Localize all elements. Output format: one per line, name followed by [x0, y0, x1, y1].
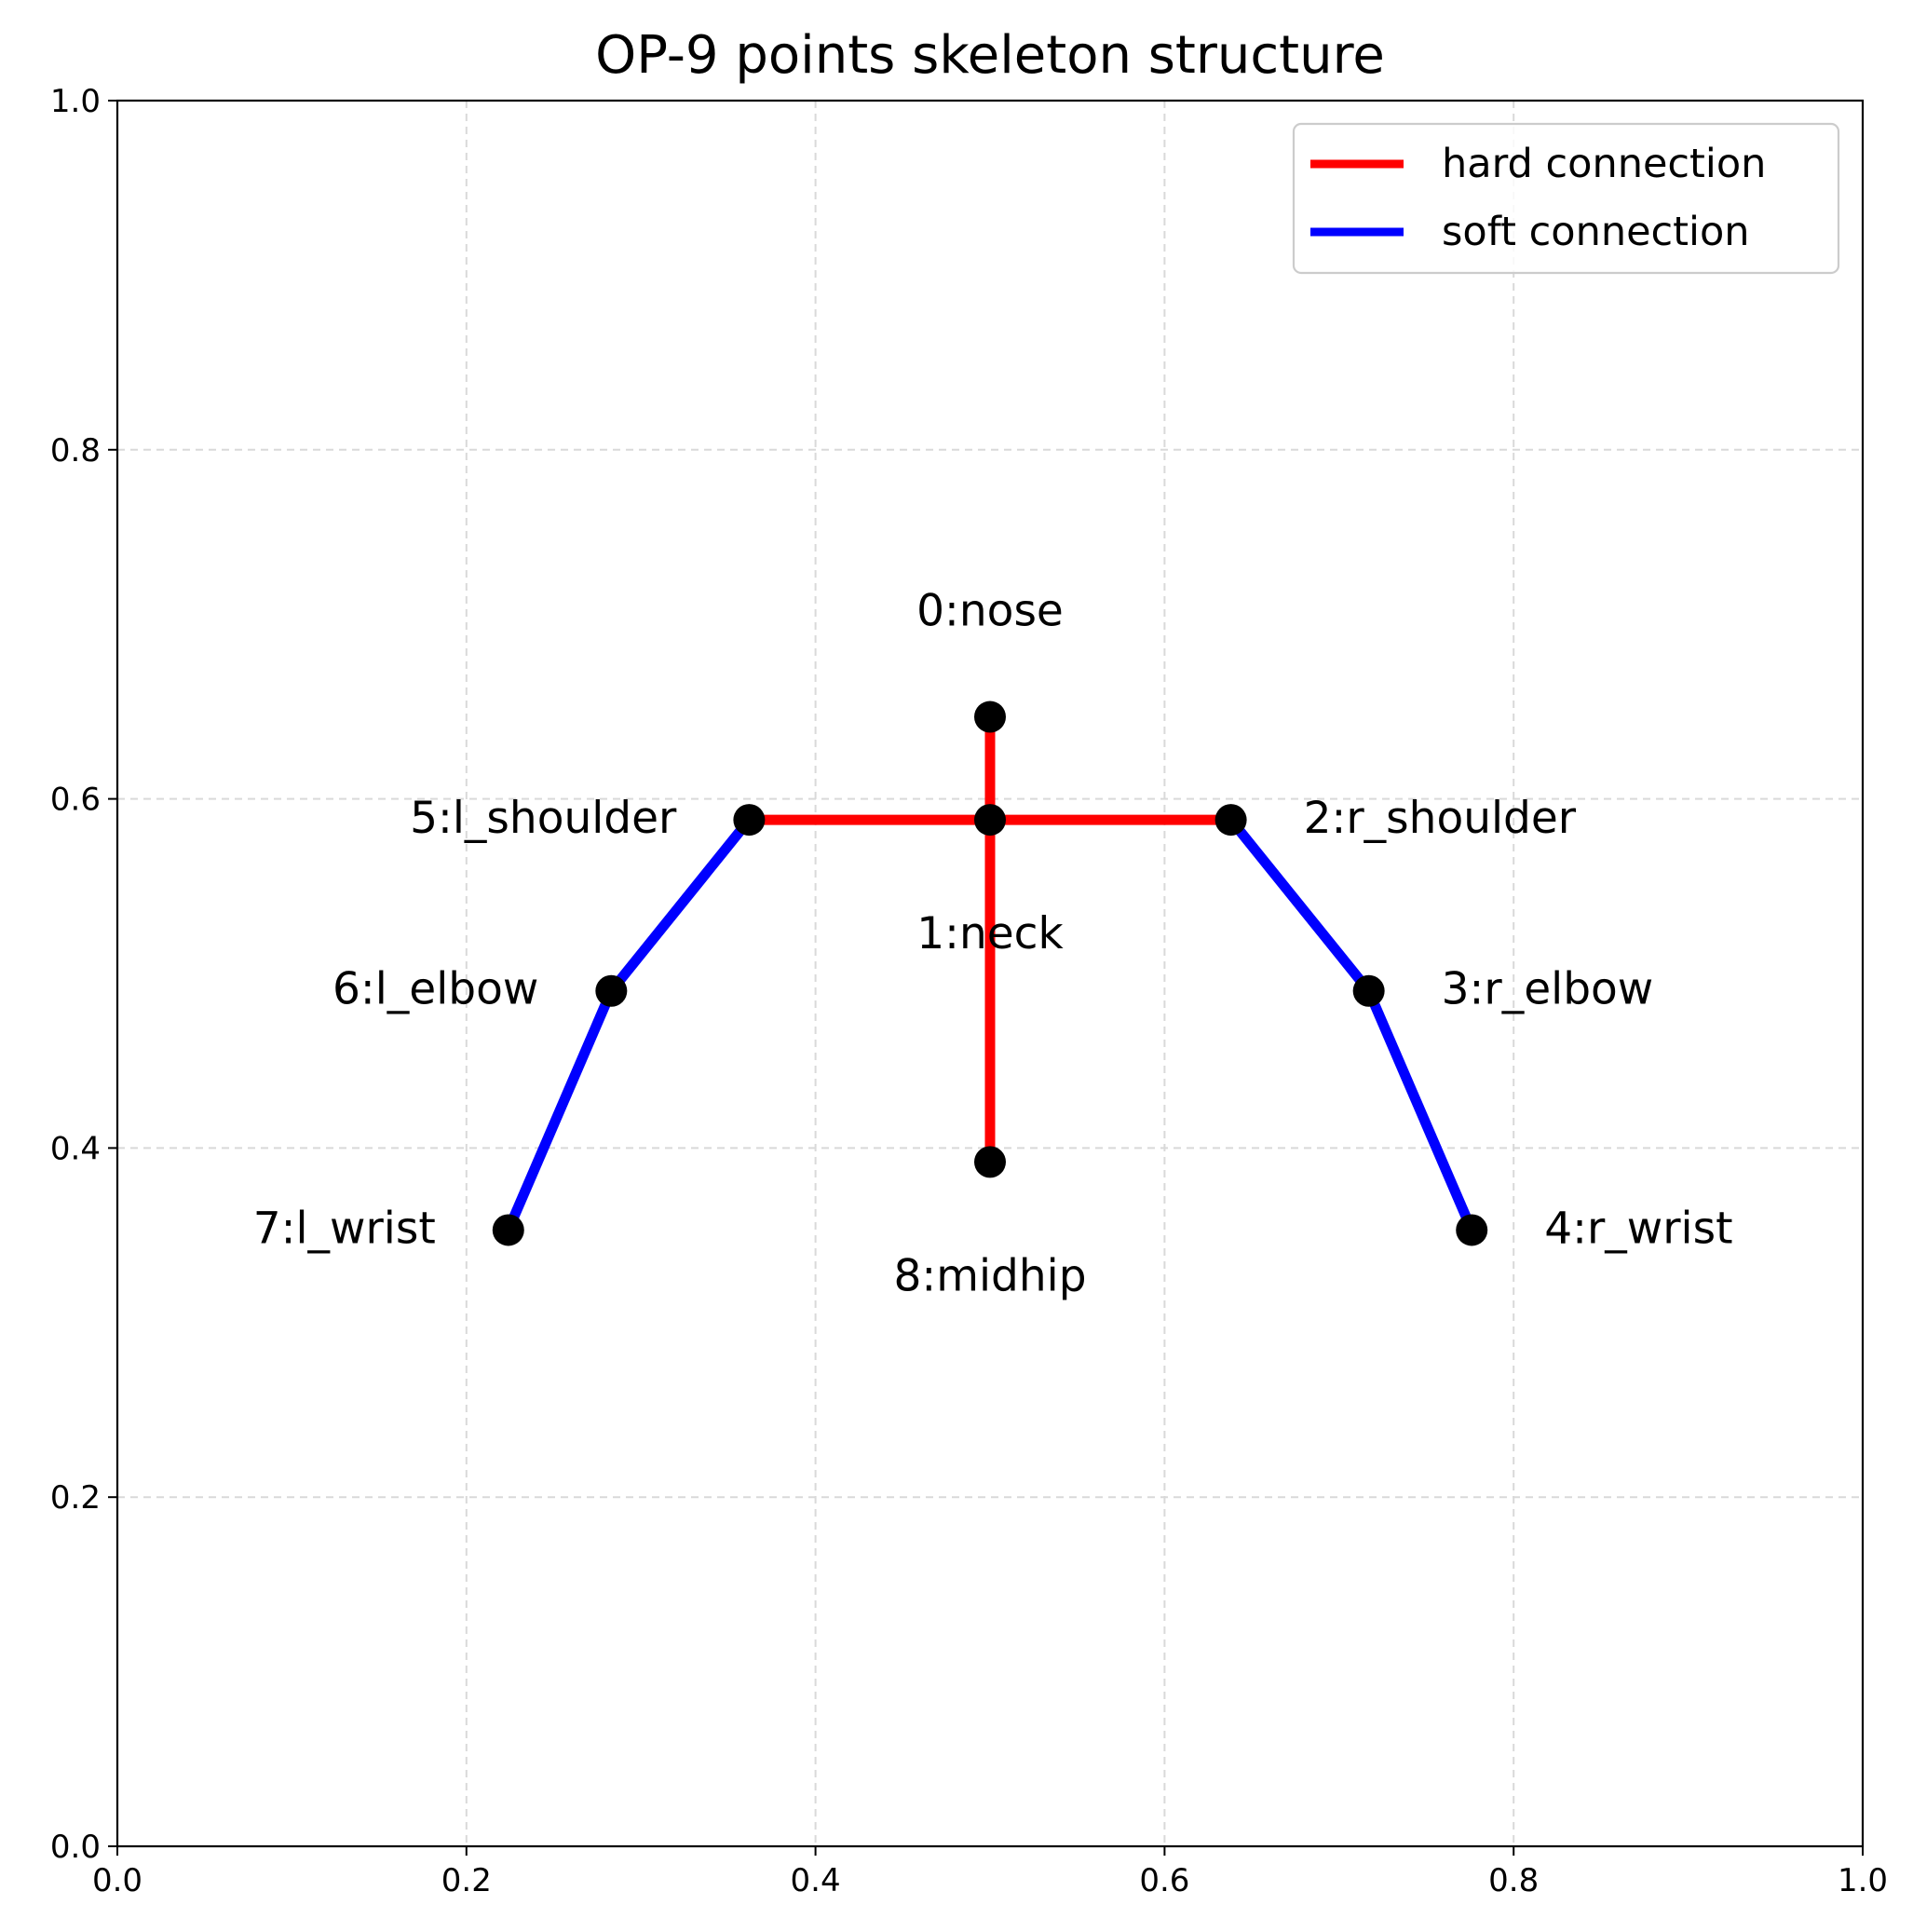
- joint-label-3: 3:r_elbow: [1442, 964, 1654, 1015]
- x-tick-label-5: 1.0: [1838, 1862, 1888, 1899]
- y-tick-label-2: 0.4: [50, 1130, 101, 1167]
- joint-labels: 0:nose 1:neck 2:r_shoulder 3:r_elbow 4:r_wri…: [253, 586, 1733, 1302]
- x-tick-label-3: 0.6: [1139, 1862, 1189, 1899]
- chart-title: OP-9 points skeleton structure: [595, 25, 1385, 86]
- joint-label-7: 7:l_wrist: [253, 1203, 436, 1254]
- joint-label-8: 8:midhip: [893, 1250, 1086, 1301]
- joint-point-1: [974, 804, 1006, 837]
- joint-label-0: 0:nose: [916, 586, 1064, 637]
- joint-label-6: 6:l_elbow: [332, 964, 538, 1015]
- skeleton-joints: [492, 701, 1488, 1246]
- skeleton-connections: [503, 716, 1477, 1232]
- joint-label-4: 4:r_wrist: [1544, 1203, 1732, 1254]
- legend: hard connection soft connection: [1292, 122, 1840, 275]
- joint-point-5: [733, 804, 766, 837]
- joint-label-5: 5:l_shoulder: [410, 793, 677, 844]
- joint-point-2: [1214, 804, 1247, 837]
- y-tick-label-3: 0.6: [50, 782, 101, 819]
- y-tick-label-1: 0.2: [50, 1479, 101, 1517]
- x-tick-label-1: 0.2: [441, 1862, 492, 1899]
- joint-point-0: [974, 701, 1006, 733]
- plot-frame: [115, 99, 1865, 1848]
- soft-connection-6-7: [503, 988, 617, 1232]
- joint-point-3: [1352, 974, 1385, 1007]
- soft-connection-2-3: [1227, 816, 1373, 995]
- x-tick-label-2: 0.4: [791, 1862, 841, 1899]
- grid-lines: [117, 101, 1863, 1846]
- joint-label-1: 1:neck: [916, 908, 1064, 959]
- legend-box: [1292, 122, 1840, 275]
- joint-label-2: 2:r_shoulder: [1304, 793, 1577, 844]
- y-tick-label-0: 0.0: [50, 1829, 101, 1866]
- y-tick-label-5: 1.0: [50, 83, 101, 120]
- joint-point-6: [595, 974, 628, 1007]
- legend-label-1: soft connection: [1442, 209, 1750, 255]
- axis-ticks: 0.0 0.2 0.4 0.6 0.8 1.0 0.0 0.2 0.4 0.6 0.8 1.0: [50, 83, 1888, 1899]
- soft-connection-3-4: [1364, 988, 1477, 1232]
- legend-label-0: hard connection: [1442, 141, 1766, 187]
- soft-connection-5-6: [607, 816, 753, 995]
- y-tick-label-4: 0.8: [50, 432, 101, 469]
- joint-point-8: [974, 1146, 1006, 1178]
- joint-point-7: [492, 1214, 524, 1246]
- x-tick-label-4: 0.8: [1488, 1862, 1539, 1899]
- x-tick-label-0: 0.0: [92, 1862, 142, 1899]
- joint-point-4: [1456, 1214, 1488, 1246]
